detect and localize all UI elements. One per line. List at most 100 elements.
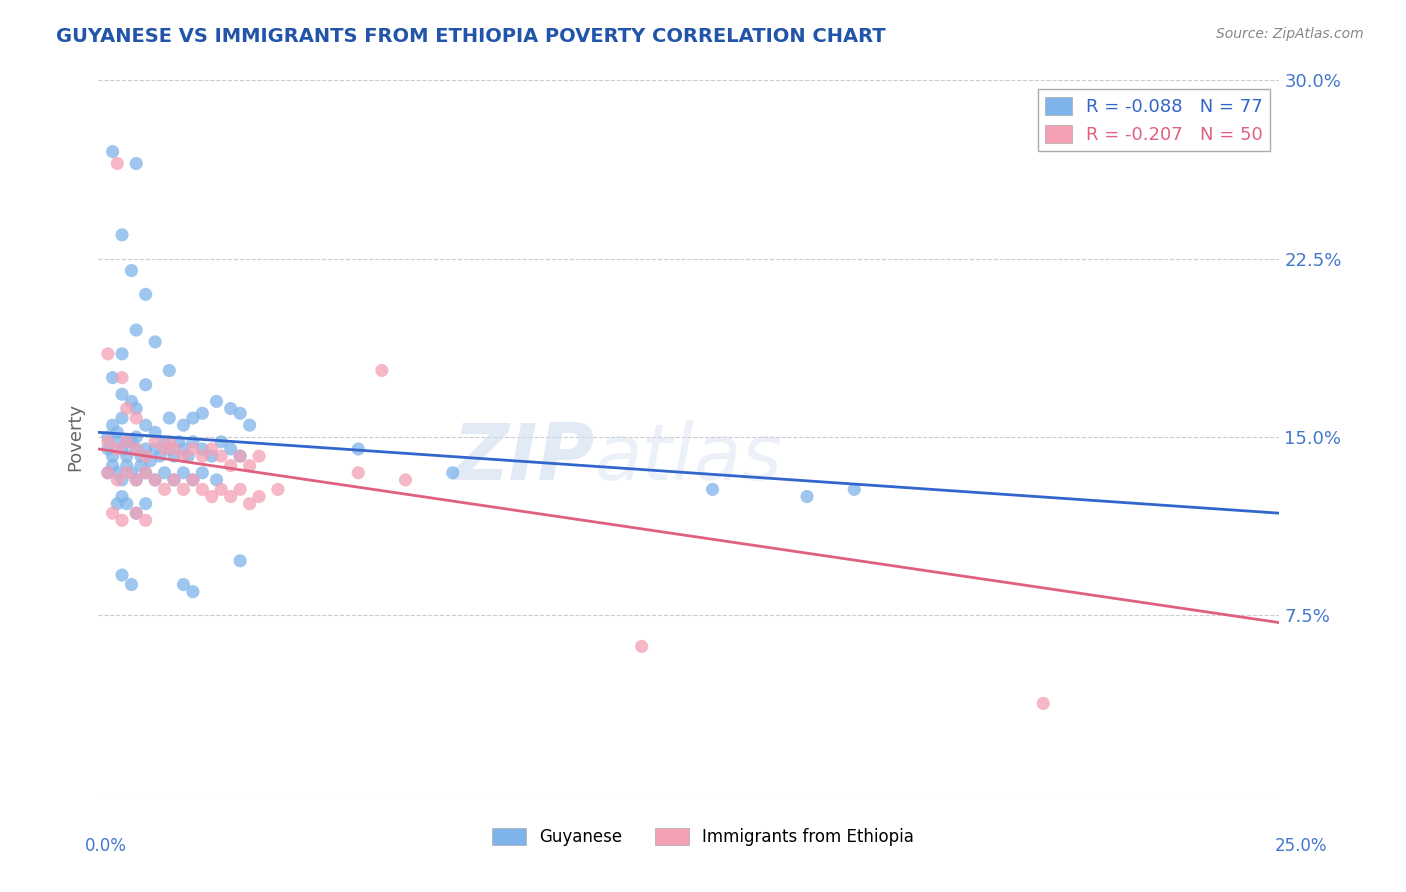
Point: [125, 473, 148, 487]
Point: [219, 458, 242, 473]
Point: [172, 442, 194, 456]
Point: [101, 506, 124, 520]
Point: [97, 434, 120, 449]
Point: [229, 483, 252, 497]
Point: [209, 449, 232, 463]
Point: [97, 430, 120, 444]
Point: [143, 425, 166, 440]
Point: [219, 442, 242, 456]
Point: [135, 497, 157, 511]
Point: [105, 466, 128, 480]
Point: [209, 434, 232, 449]
Point: [101, 449, 124, 463]
Point: [125, 323, 148, 337]
Point: [125, 156, 148, 170]
Point: [111, 347, 134, 361]
Point: [201, 442, 224, 456]
Legend: Guyanese, Immigrants from Ethiopia: Guyanese, Immigrants from Ethiopia: [485, 821, 921, 853]
Point: [115, 497, 138, 511]
Legend: R = -0.088   N = 77, R = -0.207   N = 50: R = -0.088 N = 77, R = -0.207 N = 50: [1038, 89, 1271, 152]
Point: [125, 506, 148, 520]
Text: 0.0%: 0.0%: [84, 837, 127, 855]
Point: [153, 483, 176, 497]
Point: [229, 554, 252, 568]
Point: [143, 334, 166, 349]
Point: [157, 442, 180, 456]
Point: [111, 387, 134, 401]
Point: [135, 466, 157, 480]
Point: [181, 434, 204, 449]
Point: [201, 490, 224, 504]
Point: [153, 434, 176, 449]
Point: [115, 449, 138, 463]
Point: [219, 490, 242, 504]
Point: [105, 473, 128, 487]
Point: [191, 406, 214, 420]
Point: [125, 430, 148, 444]
Point: [125, 442, 148, 456]
Point: [101, 458, 124, 473]
Point: [163, 473, 186, 487]
Point: [111, 490, 134, 504]
Point: [157, 434, 180, 449]
Point: [172, 577, 194, 591]
Point: [125, 506, 148, 520]
Point: [139, 454, 162, 468]
Point: [191, 466, 214, 480]
Point: [201, 449, 224, 463]
Point: [101, 370, 124, 384]
Point: [143, 442, 166, 456]
Point: [347, 466, 370, 480]
Point: [239, 497, 262, 511]
Point: [796, 490, 818, 504]
Point: [125, 442, 148, 456]
Point: [177, 449, 200, 463]
Point: [111, 370, 134, 384]
Point: [111, 568, 134, 582]
Point: [229, 449, 252, 463]
Point: [143, 473, 166, 487]
Point: [267, 483, 290, 497]
Point: [191, 483, 214, 497]
Point: [115, 401, 138, 416]
Point: [105, 497, 128, 511]
Point: [191, 449, 214, 463]
Point: [121, 263, 143, 277]
Point: [181, 473, 204, 487]
Point: [135, 442, 157, 456]
Point: [347, 442, 370, 456]
Point: [135, 466, 157, 480]
Point: [143, 473, 166, 487]
Point: [172, 466, 194, 480]
Point: [125, 473, 148, 487]
Point: [143, 434, 166, 449]
Point: [111, 473, 134, 487]
Y-axis label: Poverty: Poverty: [66, 403, 84, 471]
Point: [125, 401, 148, 416]
Point: [229, 449, 252, 463]
Point: [101, 145, 124, 159]
Point: [191, 442, 214, 456]
Point: [115, 434, 138, 449]
Point: [441, 466, 464, 480]
Text: atlas: atlas: [595, 420, 782, 497]
Text: 25.0%: 25.0%: [1274, 837, 1327, 855]
Point: [247, 490, 270, 504]
Point: [125, 411, 148, 425]
Point: [239, 458, 262, 473]
Point: [172, 449, 194, 463]
Point: [121, 434, 143, 449]
Point: [97, 347, 120, 361]
Point: [97, 466, 120, 480]
Point: [149, 449, 172, 463]
Point: [209, 483, 232, 497]
Point: [105, 434, 128, 449]
Point: [163, 449, 186, 463]
Point: [702, 483, 724, 497]
Point: [121, 577, 143, 591]
Point: [163, 473, 186, 487]
Point: [157, 411, 180, 425]
Point: [97, 466, 120, 480]
Point: [111, 442, 134, 456]
Point: [101, 418, 124, 433]
